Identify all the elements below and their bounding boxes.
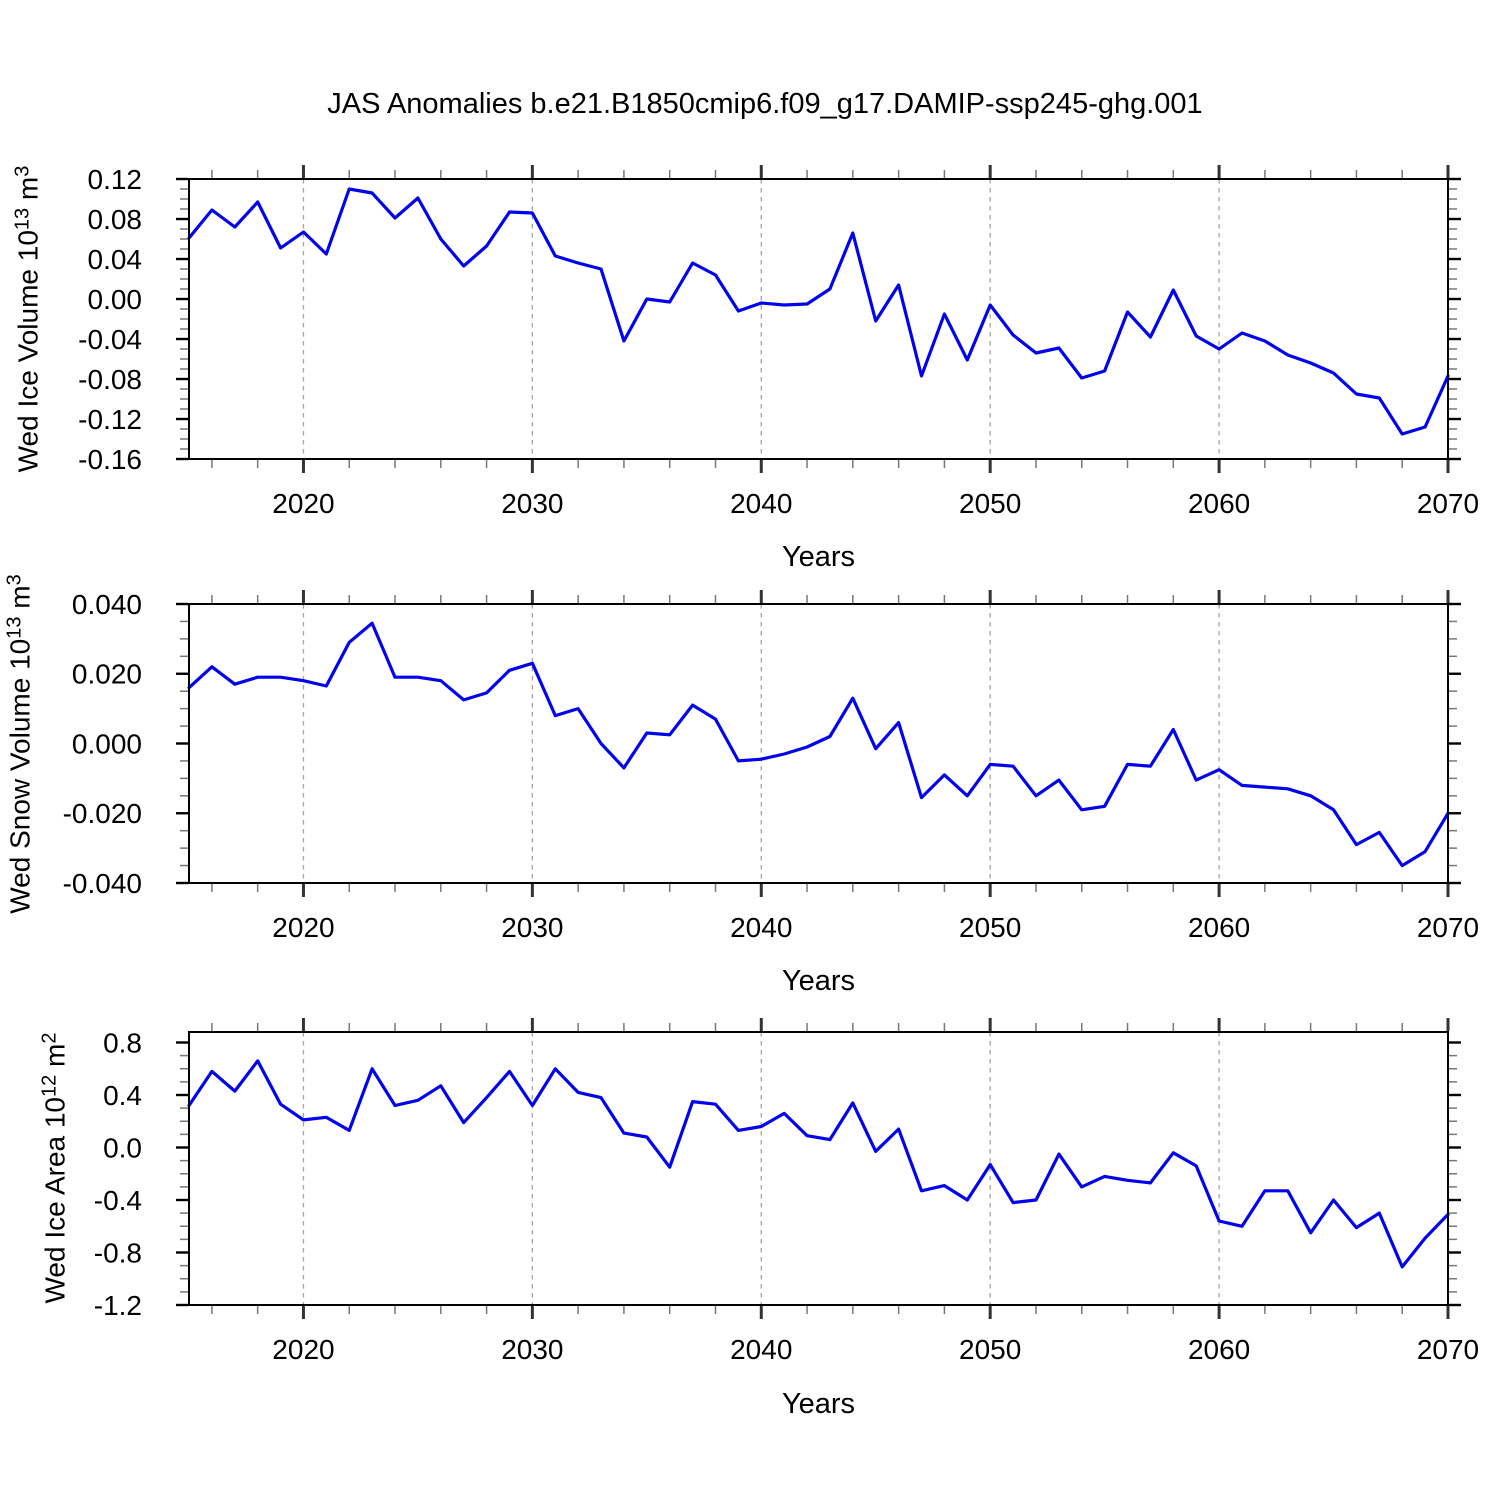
y-tick-label: -0.020 — [63, 798, 142, 829]
x-tick-label: 2060 — [1188, 912, 1250, 943]
y-tick-label: 0.040 — [72, 589, 142, 620]
panel-frame — [188, 603, 1449, 884]
x-tick-label: 2040 — [730, 1334, 792, 1365]
y-tick-label: 0.0 — [103, 1132, 142, 1163]
y-tick-label: -0.8 — [94, 1237, 142, 1268]
panel-frame — [188, 178, 1449, 460]
y-axis-label-snow-volume: Wed Snow Volume 1013 m3 — [4, 574, 37, 913]
x-tick-label: 2050 — [959, 488, 1021, 519]
chart-title: JAS Anomalies b.e21.B1850cmip6.f09_g17.D… — [327, 88, 1203, 120]
series-line-snow-volume — [187, 621, 1450, 868]
y-tick-label: 0.8 — [103, 1027, 142, 1058]
y-tick-label: 0.00 — [88, 284, 143, 315]
x-tick-label: 2040 — [730, 912, 792, 943]
y-tick-label: -0.04 — [78, 324, 142, 355]
y-tick-label: 0.12 — [88, 164, 143, 195]
series-line-ice-volume — [187, 187, 1450, 436]
x-tick-label: 2060 — [1188, 1334, 1250, 1365]
panel-ice-volume: 0.12 0.08 0.04 0.00 -0.04 -0.08 -0.12 -0.16 2020… — [78, 164, 1479, 519]
x-axis-label-panel-2: Years — [781, 965, 856, 997]
y-axis-label-ice-volume: Wed Ice Volume 1013 m3 — [12, 166, 45, 473]
y-axis-label-text: Wed Snow Volume 10 — [4, 638, 36, 914]
x-tick-label: 2070 — [1417, 912, 1479, 943]
y-tick-label: -0.12 — [78, 404, 142, 435]
y-axis-label-unit: m — [4, 585, 36, 617]
x-tick-label: 2020 — [272, 1334, 334, 1365]
x-tick-label: 2070 — [1417, 1334, 1479, 1365]
y-tick-label: -1.2 — [94, 1290, 142, 1321]
y-axis-label-exponent: 13 — [11, 207, 34, 231]
y-axis-label-ice-area: Wed Ice Area 1012 m2 — [39, 1033, 72, 1304]
y-axis-label-unit: m — [39, 1043, 71, 1075]
y-axis-label-unit: m — [12, 176, 44, 208]
y-tick-label: -0.040 — [63, 868, 142, 899]
x-tick-label: 2030 — [501, 488, 563, 519]
x-tick-label: 2020 — [272, 912, 334, 943]
y-tick-label: 0.08 — [88, 204, 143, 235]
y-tick-label: 0.020 — [72, 659, 142, 690]
panel-frame — [188, 1031, 1449, 1306]
x-tick-label: 2040 — [730, 488, 792, 519]
y-tick-label: -0.4 — [94, 1185, 142, 1216]
series-line-ice-area — [187, 1059, 1450, 1269]
y-tick-label: 0.000 — [72, 728, 142, 759]
x-tick-label: 2050 — [959, 912, 1021, 943]
panel-snow-volume: 0.040 0.020 0.000 -0.020 -0.040 2020 2030 2040 2… — [63, 589, 1480, 943]
x-tick-label: 2030 — [501, 912, 563, 943]
y-axis-label-exponent: 13 — [3, 616, 26, 639]
y-tick-label: 0.4 — [103, 1080, 142, 1111]
y-axis-label-text: Wed Ice Volume 10 — [12, 230, 44, 473]
x-tick-label: 2050 — [959, 1334, 1021, 1365]
y-tick-label: -0.08 — [78, 364, 142, 395]
panel-ice-area: 0.8 0.4 0.0 -0.4 -0.8 -1.2 2020 2030 2040 2050 206… — [94, 1018, 1479, 1365]
y-tick-label: 0.04 — [88, 244, 143, 275]
y-axis-label-exponent: 12 — [38, 1074, 61, 1097]
x-tick-label: 2060 — [1188, 488, 1250, 519]
x-axis-label-panel-3: Years — [781, 1388, 856, 1420]
x-tick-label: 2070 — [1417, 488, 1479, 519]
x-tick-label: 2020 — [272, 488, 334, 519]
y-axis-label-unit-exponent: 2 — [38, 1032, 61, 1044]
y-axis-label-text: Wed Ice Area 10 — [39, 1096, 71, 1304]
x-tick-label: 2030 — [501, 1334, 563, 1365]
x-axis-label-panel-1: Years — [781, 541, 856, 573]
y-axis-label-unit-exponent: 3 — [11, 165, 34, 177]
y-axis-label-unit-exponent: 3 — [3, 574, 26, 586]
y-tick-label: -0.16 — [78, 444, 142, 475]
